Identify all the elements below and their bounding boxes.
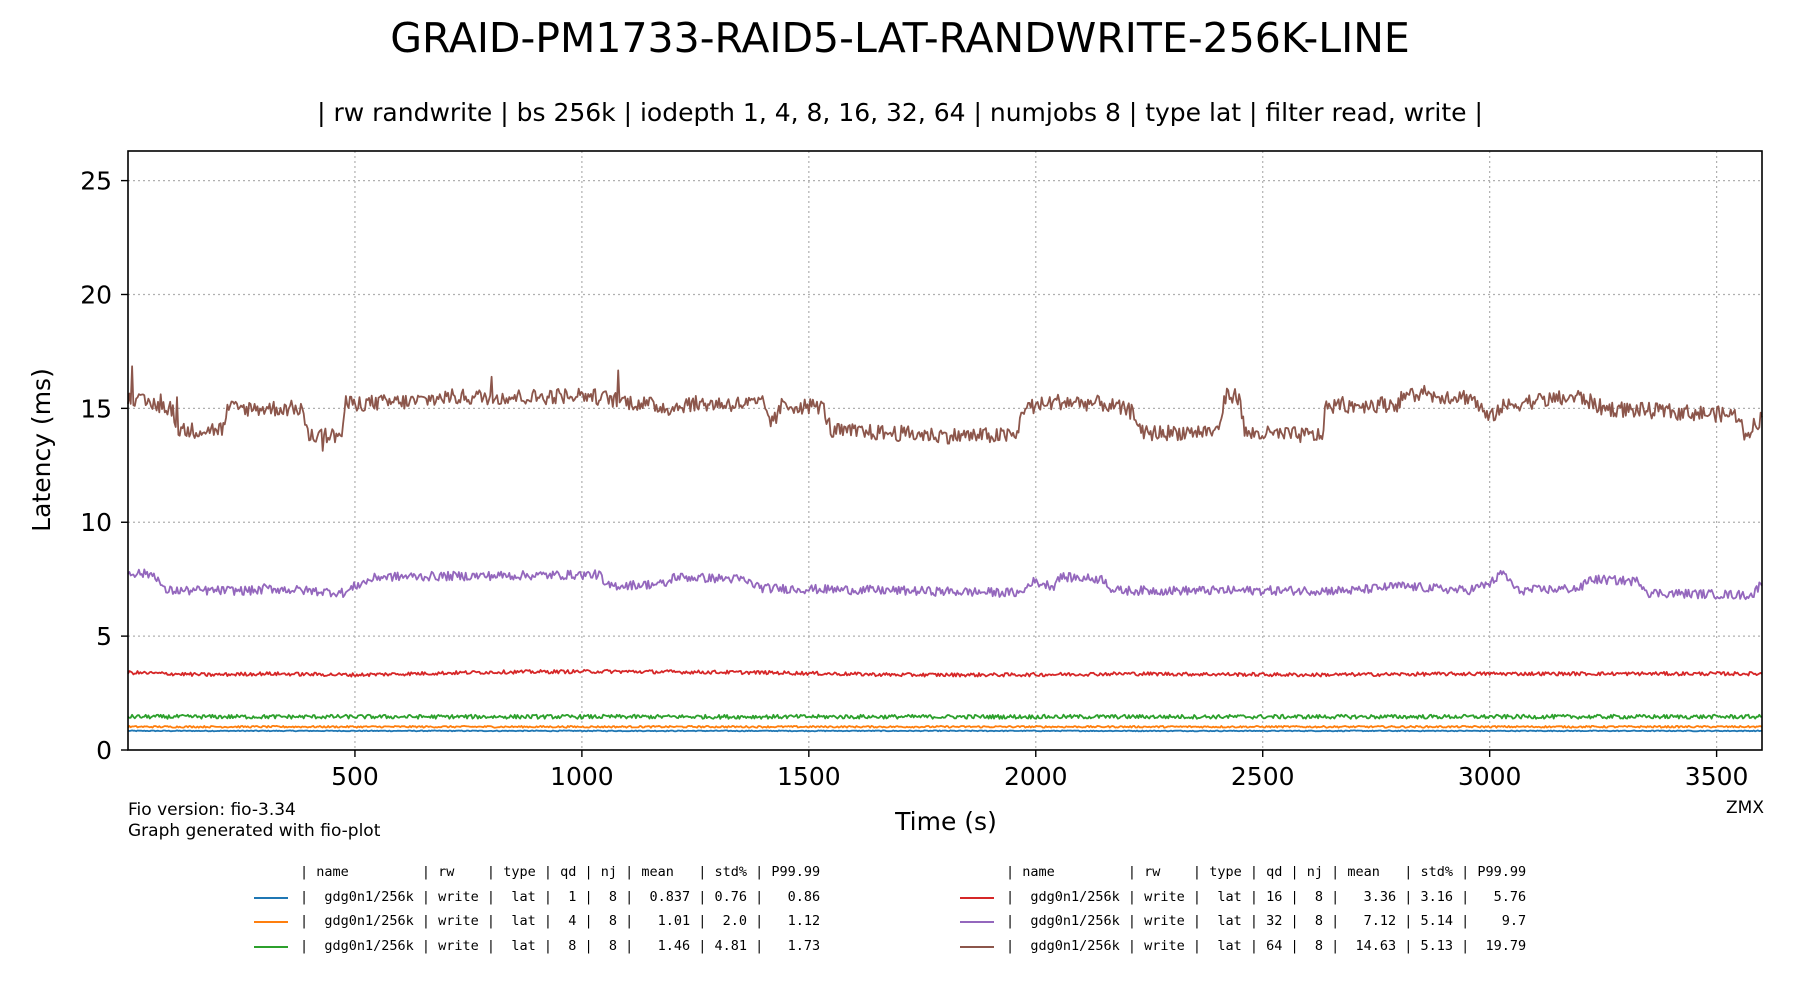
y-tick-label: 5 (96, 622, 112, 651)
legend-swatch (254, 945, 288, 948)
axes: 500 1000 1500 2000 2500 3000 3500 0 5 10 15 20 25 (80, 150, 1763, 791)
grid-lines (128, 151, 1762, 750)
y-tick-label: 25 (80, 167, 112, 196)
legend-row: | gdg0n1/256k | write | lat | 4 | 8 | 1.… (254, 909, 820, 934)
x-tick-label: 1000 (550, 762, 614, 791)
legend-header: | name | rw | type | qd | nj | mean | st… (254, 860, 820, 885)
legend-row-text: | gdg0n1/256k | write | lat | 1 | 8 | 0.… (300, 888, 821, 905)
legend-row: | gdg0n1/256k | write | lat | 16 | 8 | 3… (960, 885, 1526, 910)
legend-row-text: | gdg0n1/256k | write | lat | 4 | 8 | 1.… (300, 913, 821, 929)
series-line (127, 365, 1763, 452)
legend-row: | gdg0n1/256k | write | lat | 8 | 8 | 1.… (254, 934, 820, 959)
legend-swatch (254, 921, 288, 923)
legend-swatch (960, 921, 994, 923)
series-line (127, 668, 1763, 678)
y-tick-label: 15 (80, 394, 112, 423)
legend-header: | name | rw | type | qd | nj | mean | st… (960, 860, 1526, 885)
x-tick-label: 3000 (1458, 762, 1522, 791)
legend-column-left: | name | rw | type | qd | nj | mean | st… (254, 860, 820, 959)
y-tick-label: 0 (96, 736, 112, 765)
y-tick-label: 10 (80, 508, 112, 537)
x-tick-label: 500 (331, 762, 379, 791)
latency-line-chart: 500 1000 1500 2000 2500 3000 3500 0 5 10 15 20 25 Ti… (27, 150, 1763, 836)
legend-row: | gdg0n1/256k | write | lat | 64 | 8 | 1… (960, 934, 1526, 959)
legend-swatch (960, 896, 994, 899)
zmx-tag: ZMX (1726, 798, 1764, 818)
series-line (127, 713, 1763, 720)
legend-row: | gdg0n1/256k | write | lat | 32 | 8 | 7… (960, 909, 1526, 934)
series-lines (127, 365, 1763, 733)
x-tick-label: 2500 (1231, 762, 1295, 791)
series-line (127, 729, 1763, 733)
plot-frame (127, 150, 1763, 751)
series-line (127, 568, 1763, 601)
x-axis-label: Time (s) (894, 807, 997, 836)
legend-table: | name | rw | type | qd | nj | mean | st… (0, 860, 1800, 970)
generated-by-text: Graph generated with fio-plot (128, 821, 381, 841)
chart-title: GRAID-PM1733-RAID5-LAT-RANDWRITE-256K-LI… (390, 14, 1410, 62)
legend-row-text: | gdg0n1/256k | write | lat | 32 | 8 | 7… (1006, 913, 1527, 929)
series-line (127, 725, 1763, 729)
y-tick-label: 20 (80, 280, 112, 309)
fio-version-text: Fio version: fio-3.34 (128, 800, 296, 820)
x-tick-label: 2000 (1004, 762, 1068, 791)
footer-info: Fio version: fio-3.34 Graph generated wi… (128, 800, 380, 842)
legend-header-text: | name | rw | type | qd | nj | mean | st… (300, 864, 821, 880)
legend-row-text: | gdg0n1/256k | write | lat | 64 | 8 | 1… (1006, 937, 1527, 954)
legend-swatch (254, 896, 288, 899)
x-tick-label: 1500 (777, 762, 841, 791)
legend-row-text: | gdg0n1/256k | write | lat | 16 | 8 | 3… (1006, 888, 1527, 905)
legend-row-text: | gdg0n1/256k | write | lat | 8 | 8 | 1.… (300, 937, 821, 954)
legend-swatch (960, 945, 994, 948)
chart-subtitle: | rw randwrite | bs 256k | iodepth 1, 4,… (317, 98, 1483, 127)
legend-header-text: | name | rw | type | qd | nj | mean | st… (1006, 864, 1527, 880)
legend-column-right: | name | rw | type | qd | nj | mean | st… (960, 860, 1526, 959)
y-axis-label: Latency (ms) (27, 368, 56, 532)
x-tick-label: 3500 (1685, 762, 1749, 791)
legend-row: | gdg0n1/256k | write | lat | 1 | 8 | 0.… (254, 885, 820, 910)
